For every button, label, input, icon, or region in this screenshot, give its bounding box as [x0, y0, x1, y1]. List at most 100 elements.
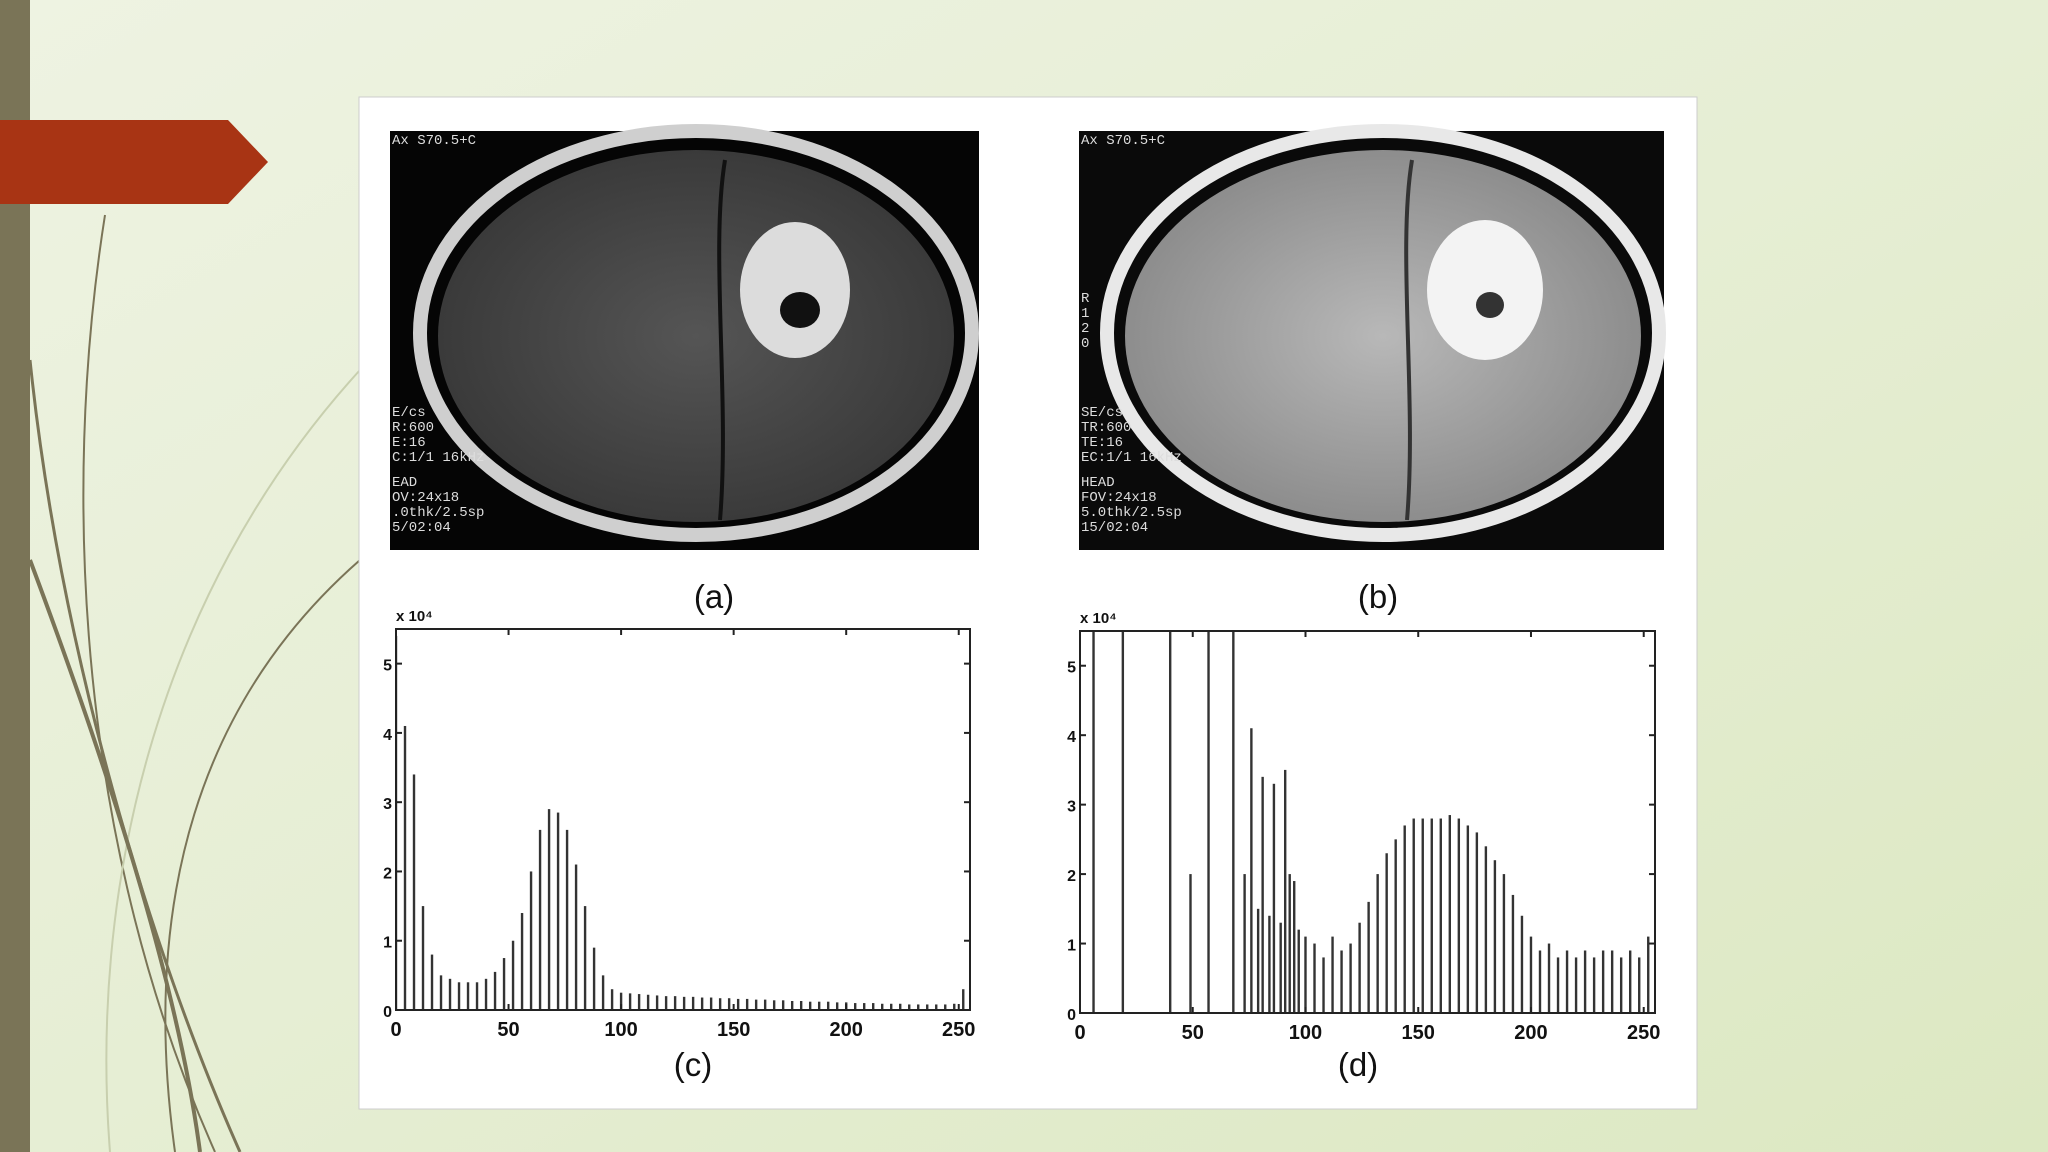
bar	[817, 1001, 821, 1010]
bar	[1547, 943, 1551, 1013]
y-tick-label: 0	[1067, 1007, 1076, 1024]
bar	[601, 975, 605, 1010]
y-tick-label: 2	[1067, 868, 1076, 885]
bar	[493, 971, 497, 1010]
bar	[772, 1000, 776, 1010]
y-tick-label: 1	[1067, 938, 1076, 955]
bar	[1610, 950, 1614, 1013]
bar	[1367, 901, 1370, 1013]
overlay-text: 1	[1081, 306, 1089, 322]
x-tick-label: 50	[497, 1019, 519, 1041]
bar	[511, 940, 515, 1010]
bar	[1168, 631, 1172, 1013]
bar	[700, 997, 704, 1010]
bar	[457, 982, 461, 1010]
bar	[430, 954, 434, 1010]
bar	[1412, 818, 1415, 1013]
bar	[475, 982, 479, 1010]
bar	[574, 864, 578, 1010]
bar	[1556, 957, 1560, 1013]
bar	[637, 994, 641, 1010]
x-tick-label: 200	[830, 1019, 863, 1041]
overlay-text: E:16	[392, 435, 426, 451]
overlay-text: R:600	[392, 420, 434, 436]
bar	[448, 978, 452, 1010]
bar	[403, 725, 407, 1010]
bar	[1092, 631, 1095, 1013]
bar	[1385, 853, 1388, 1013]
bar	[646, 994, 650, 1010]
bar	[1272, 783, 1276, 1013]
bar	[1628, 950, 1632, 1013]
bar	[538, 829, 542, 1010]
bar	[1493, 860, 1497, 1013]
bar	[529, 871, 533, 1010]
x-tick-label: 200	[1514, 1022, 1547, 1044]
bar	[790, 1000, 794, 1010]
overlay-text: TE:16	[1081, 435, 1123, 451]
bar	[1439, 818, 1442, 1013]
bar	[1250, 728, 1253, 1013]
overlay-text: E/cs	[392, 405, 426, 421]
panel-caption: (b)	[1358, 578, 1398, 615]
overlay-text: EC:1/1 16kHz	[1081, 450, 1182, 466]
bar	[917, 1004, 920, 1010]
bar	[1475, 832, 1479, 1013]
bar	[1261, 776, 1264, 1013]
bar	[763, 999, 767, 1010]
axes-frame	[1079, 630, 1656, 1014]
bar	[1647, 936, 1650, 1013]
overlay-text: 2	[1081, 321, 1089, 337]
bar	[484, 978, 488, 1010]
bar	[1466, 825, 1470, 1013]
bar	[1601, 950, 1605, 1013]
bar	[799, 1000, 803, 1010]
axes-frame	[395, 628, 971, 1011]
bar	[718, 998, 722, 1010]
bar	[1304, 936, 1307, 1013]
bar	[610, 989, 614, 1010]
bar	[835, 1002, 839, 1010]
bar	[727, 998, 731, 1010]
bar	[1484, 846, 1488, 1013]
overlay-text: FOV:24x18	[1081, 490, 1157, 506]
x-tick-label: 100	[604, 1019, 637, 1041]
overlay-text: TR:600	[1081, 420, 1131, 436]
bar	[899, 1003, 902, 1010]
bar	[1349, 943, 1352, 1013]
overlay-text: SE/cs	[1081, 405, 1123, 421]
overlay-text: 5.0thk/2.5sp	[1081, 505, 1182, 521]
bar	[1243, 874, 1246, 1013]
bar	[664, 996, 668, 1010]
bar	[1511, 894, 1515, 1013]
bar	[502, 958, 506, 1010]
bar	[872, 1003, 875, 1010]
overlay-text: R	[1081, 291, 1090, 307]
bar	[673, 996, 677, 1010]
bar	[421, 906, 425, 1010]
x-tick-label: 150	[717, 1019, 750, 1041]
bar	[1638, 957, 1641, 1013]
bar	[826, 1001, 830, 1010]
bar	[1538, 950, 1542, 1013]
y-tick-label: 1	[383, 935, 392, 952]
x-tick-label: 0	[390, 1019, 401, 1041]
bar	[1288, 874, 1291, 1013]
bar	[1207, 631, 1210, 1013]
bar	[1403, 825, 1406, 1013]
x-tick-label: 0	[1074, 1022, 1085, 1044]
bar	[944, 1004, 947, 1010]
y-tick-label: 5	[1067, 660, 1076, 677]
bar	[1376, 874, 1379, 1013]
bar	[1340, 950, 1343, 1013]
bar	[1520, 915, 1524, 1013]
bar	[745, 998, 749, 1010]
bar	[1421, 818, 1424, 1013]
bar	[1529, 936, 1533, 1013]
bar	[1619, 957, 1623, 1013]
bar	[1189, 874, 1192, 1013]
x-tick-label: 50	[1182, 1022, 1204, 1044]
y-multiplier: x 10⁴	[1080, 610, 1117, 627]
bar	[881, 1003, 884, 1010]
